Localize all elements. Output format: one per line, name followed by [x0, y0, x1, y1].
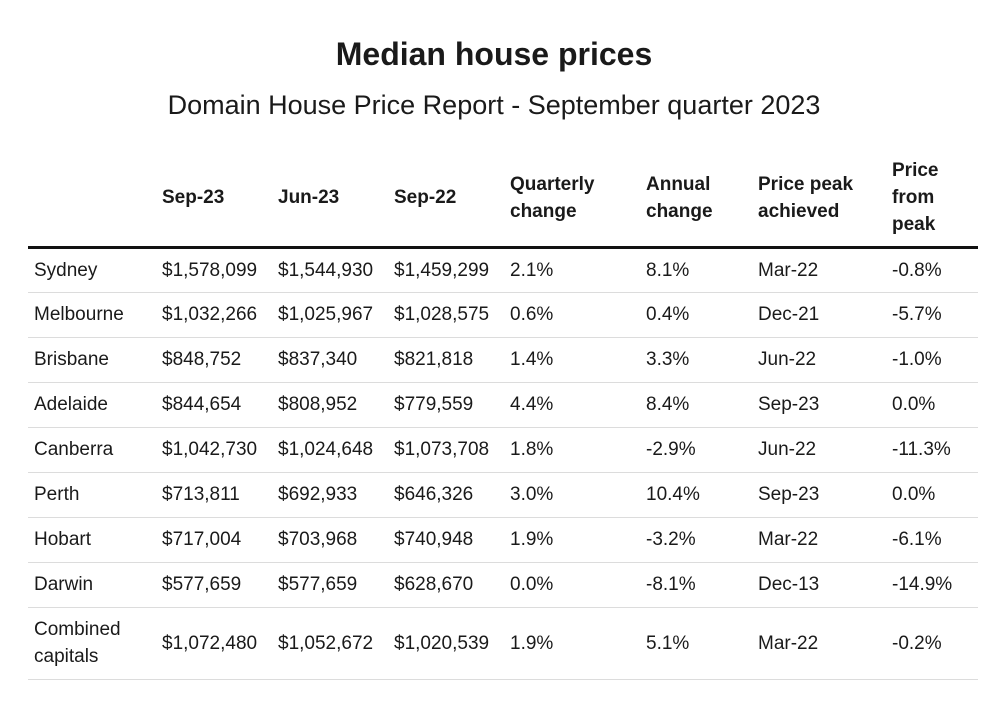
- table-body: Sydney $1,578,099 $1,544,930 $1,459,299 2.1%…: [28, 247, 978, 679]
- table-row: Perth $713,811 $692,933 $646,326 3.0% 10.4% Se…: [28, 472, 978, 517]
- value-cell: 1.8%: [510, 439, 554, 460]
- value-cell: 0.6%: [510, 304, 554, 325]
- value-cell: $717,004: [162, 529, 242, 550]
- value-cell: -11.3%: [892, 439, 951, 460]
- value-cell: Mar-22: [758, 259, 819, 281]
- value-cell: $646,326: [394, 484, 474, 505]
- city-cell: Melbourne: [34, 304, 124, 325]
- value-cell: $1,024,648: [278, 439, 374, 460]
- value-cell: Jun-22: [758, 349, 817, 370]
- column-header: Price from peak: [892, 160, 939, 236]
- value-cell: 1.9%: [510, 632, 554, 654]
- value-cell: $628,670: [394, 574, 474, 595]
- value-cell: 0.4%: [646, 304, 690, 325]
- value-cell: $808,952: [278, 394, 358, 415]
- value-cell: $1,073,708: [394, 439, 490, 460]
- value-cell: $703,968: [278, 529, 358, 550]
- value-cell: $577,659: [162, 574, 242, 595]
- value-cell: Dec-13: [758, 574, 820, 595]
- city-cell: Combined capitals: [34, 619, 121, 667]
- value-cell: 10.4%: [646, 484, 700, 505]
- value-cell: -1.0%: [892, 349, 942, 370]
- value-cell: -5.7%: [892, 304, 942, 325]
- chart-title: Median house prices: [335, 36, 653, 72]
- column-header: Price peak achieved: [758, 173, 854, 222]
- table-row: Darwin $577,659 $577,659 $628,670 0.0% -8.1% D…: [28, 562, 978, 607]
- value-cell: $848,752: [162, 349, 242, 370]
- column-header: Jun-23: [278, 187, 340, 209]
- value-cell: $821,818: [394, 349, 474, 370]
- table-row: Brisbane $848,752 $837,340 $821,818 1.4% 3.3%…: [28, 337, 978, 382]
- value-cell: 8.1%: [646, 259, 690, 281]
- value-cell: 4.4%: [510, 394, 554, 415]
- value-cell: -8.1%: [646, 574, 696, 595]
- value-cell: -2.9%: [646, 439, 696, 460]
- value-cell: 2.1%: [510, 259, 554, 281]
- value-cell: -3.2%: [646, 529, 696, 550]
- price-table: Sep-23 Jun-23 Sep-22 Quarterly change Annual…: [28, 150, 978, 680]
- column-header: Sep-22: [394, 187, 457, 209]
- table-row: Hobart $717,004 $703,968 $740,948 1.9% -3.2% M…: [28, 517, 978, 562]
- value-cell: 0.0%: [892, 484, 936, 505]
- value-cell: 0.0%: [892, 394, 936, 415]
- value-cell: $837,340: [278, 349, 358, 370]
- table-row: Combined capitals $1,072,480 $1,052,672 $1,…: [28, 607, 978, 679]
- value-cell: -0.8%: [892, 259, 942, 281]
- table-row: Sydney $1,578,099 $1,544,930 $1,459,299 2.1%…: [28, 247, 978, 292]
- value-cell: $740,948: [394, 529, 474, 550]
- value-cell: 1.9%: [510, 529, 554, 550]
- city-cell: Hobart: [34, 529, 92, 550]
- value-cell: Sep-23: [758, 394, 820, 415]
- city-cell: Canberra: [34, 439, 114, 460]
- city-cell: Brisbane: [34, 349, 109, 370]
- value-cell: $844,654: [162, 394, 242, 415]
- value-cell: $577,659: [278, 574, 358, 595]
- value-cell: Jun-22: [758, 439, 817, 460]
- value-cell: $713,811: [162, 484, 240, 505]
- value-cell: $1,042,730: [162, 439, 258, 460]
- value-cell: -6.1%: [892, 529, 942, 550]
- value-cell: $1,052,672: [278, 632, 374, 654]
- value-cell: $1,025,967: [278, 304, 374, 325]
- value-cell: $1,032,266: [162, 304, 258, 325]
- value-cell: $1,544,930: [278, 259, 374, 281]
- value-cell: 3.0%: [510, 484, 554, 505]
- value-cell: -0.2%: [892, 632, 942, 654]
- value-cell: Sep-23: [758, 484, 820, 505]
- city-cell: Adelaide: [34, 394, 108, 415]
- column-header: [28, 150, 156, 247]
- value-cell: Mar-22: [758, 632, 819, 654]
- value-cell: 8.4%: [646, 394, 690, 415]
- table-row: Canberra $1,042,730 $1,024,648 $1,073,708 1.…: [28, 427, 978, 472]
- value-cell: $1,020,539: [394, 632, 490, 654]
- value-cell: $1,578,099: [162, 259, 258, 281]
- value-cell: $692,933: [278, 484, 358, 505]
- column-header: Sep-23: [162, 187, 225, 209]
- value-cell: 0.0%: [510, 574, 554, 595]
- column-header: Quarterly change: [510, 173, 595, 222]
- value-cell: Dec-21: [758, 304, 820, 325]
- value-cell: 5.1%: [646, 632, 690, 654]
- header-row: Sep-23 Jun-23 Sep-22 Quarterly change Annual…: [28, 150, 978, 247]
- value-cell: -14.9%: [892, 574, 953, 595]
- value-cell: Mar-22: [758, 529, 819, 550]
- table-row: Melbourne $1,032,266 $1,025,967 $1,028,575 0…: [28, 292, 978, 337]
- chart-subtitle: Domain House Price Report - September qu…: [167, 90, 821, 120]
- value-cell: $1,028,575: [394, 304, 490, 325]
- city-cell: Darwin: [34, 574, 94, 595]
- value-cell: $1,072,480: [162, 632, 258, 654]
- table-row: Adelaide $844,654 $808,952 $779,559 4.4% 8.4%…: [28, 382, 978, 427]
- value-cell: $779,559: [394, 394, 474, 415]
- city-cell: Sydney: [34, 259, 98, 281]
- city-cell: Perth: [34, 484, 80, 505]
- value-cell: 1.4%: [510, 349, 554, 370]
- value-cell: 3.3%: [646, 349, 690, 370]
- value-cell: $1,459,299: [394, 259, 490, 281]
- column-header: Annual change: [646, 173, 713, 222]
